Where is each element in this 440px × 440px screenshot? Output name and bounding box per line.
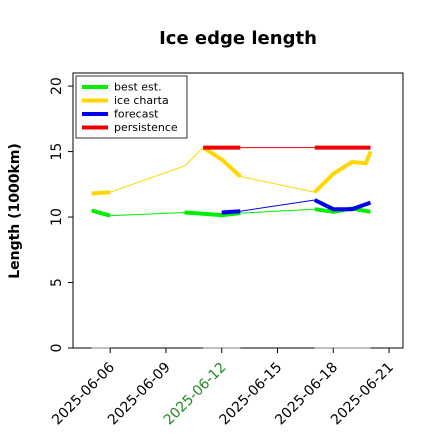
series-ice-charta-segment-2 — [202, 145, 242, 178]
y-tick-label-20: 20 — [49, 77, 65, 95]
y-tick-label-15: 15 — [49, 143, 65, 161]
series-forecast-segment-2 — [313, 198, 372, 212]
series-ice-charta-segment-1 — [110, 147, 204, 193]
y-tick-label-0: 0 — [49, 344, 65, 353]
series-forecast-segment-0 — [221, 209, 241, 215]
y-tick-label-10: 10 — [49, 208, 65, 226]
plot-marks — [91, 145, 373, 349]
legend-label-ice-charta: ice charta — [114, 94, 169, 107]
series-best-est--segment-1 — [110, 212, 185, 217]
series-ice-charta-segment-3 — [240, 176, 315, 193]
series-ice-charta-segment-4 — [313, 150, 373, 194]
x-axis: 2025-06-062025-06-092025-06-122025-06-15… — [49, 348, 397, 428]
series-best-est--segment-0 — [91, 208, 111, 218]
legend-label-persistence: persistence — [114, 121, 178, 134]
legend-label-best-est-: best est. — [114, 81, 162, 94]
series-best-est--segment-3 — [240, 208, 315, 214]
y-tick-label-5: 5 — [49, 278, 65, 287]
y-axis-label: Length (1000km) — [7, 143, 23, 279]
legend-label-forecast: forecast — [114, 108, 159, 121]
series-best-est--segment-2 — [184, 210, 241, 218]
series-ice-charta-segment-0 — [91, 190, 111, 196]
y-axis: 0 5 10 15 20 — [49, 77, 73, 352]
series-forecast-segment-1 — [240, 199, 315, 212]
chart-title: Ice edge length — [159, 28, 317, 49]
